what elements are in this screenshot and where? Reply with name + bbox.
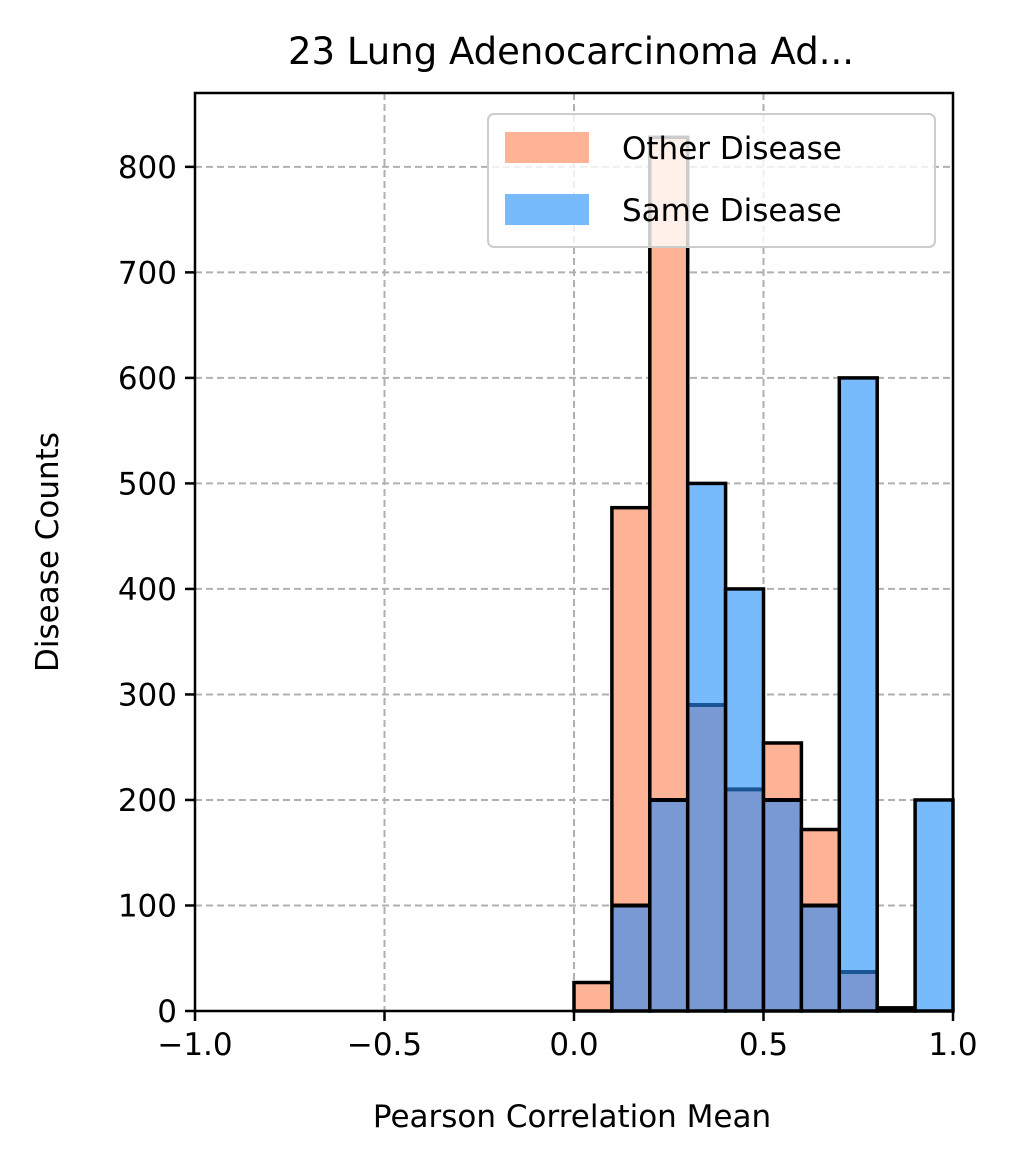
- bar-same-disease-6: [801, 905, 840, 1011]
- y-tick-label-3: 300: [118, 677, 177, 713]
- bar-same-disease-2: [649, 799, 688, 1011]
- legend-label-1: Same Disease: [622, 193, 842, 229]
- y-tick-label-5: 500: [118, 466, 177, 502]
- chart-title: 23 Lung Adenocarcinoma Ad...: [288, 30, 854, 73]
- x-tick-label-3: 0.5: [739, 1027, 788, 1063]
- y-axis-label: Disease Counts: [30, 432, 66, 672]
- bar-same-disease-5: [763, 799, 802, 1011]
- bar-same-disease-1: [611, 905, 650, 1011]
- bar-other-disease-4: [725, 789, 764, 1011]
- bar-other-disease-1: [611, 507, 650, 906]
- bar-same-disease-9: [915, 799, 953, 1011]
- x-tick-label-4: 1.0: [928, 1027, 977, 1063]
- bar-other-disease-6: [801, 829, 840, 906]
- x-axis-label: Pearson Correlation Mean: [373, 1099, 771, 1135]
- bar-same-disease-4: [725, 588, 764, 790]
- bar-same-disease-7: [839, 377, 878, 972]
- bar-other-disease-7: [839, 971, 878, 1011]
- bar-other-disease-5: [763, 742, 802, 800]
- bar-same-disease-3: [687, 483, 726, 705]
- x-tick-label-0: −1.0: [157, 1027, 232, 1063]
- x-tick-label-2: 0.0: [549, 1027, 598, 1063]
- y-tick-label-4: 400: [118, 572, 177, 608]
- y-tick-label-1: 100: [118, 888, 177, 924]
- ticks-layer: −1.0 −0.5 0.0 0.5 1.0 0 100 200 300 400 500 600 700 8…: [118, 150, 978, 1063]
- legend-swatch-1: [505, 194, 589, 225]
- bars-layer: [572, 135, 955, 1013]
- y-tick-label-6: 600: [118, 361, 177, 397]
- y-tick-label-7: 700: [118, 255, 177, 291]
- y-tick-label-0: 0: [157, 994, 177, 1030]
- y-tick-label-2: 200: [118, 783, 177, 819]
- legend-label-0: Other Disease: [622, 131, 842, 167]
- legend-box: [487, 113, 936, 248]
- legend: Other Disease Same Disease: [487, 113, 936, 248]
- legend-swatch-0: [505, 132, 589, 163]
- y-tick-label-8: 800: [118, 150, 177, 186]
- bar-other-disease-3: [687, 705, 726, 1011]
- x-tick-label-1: −0.5: [347, 1027, 422, 1063]
- bar-other-disease-0: [574, 982, 612, 1011]
